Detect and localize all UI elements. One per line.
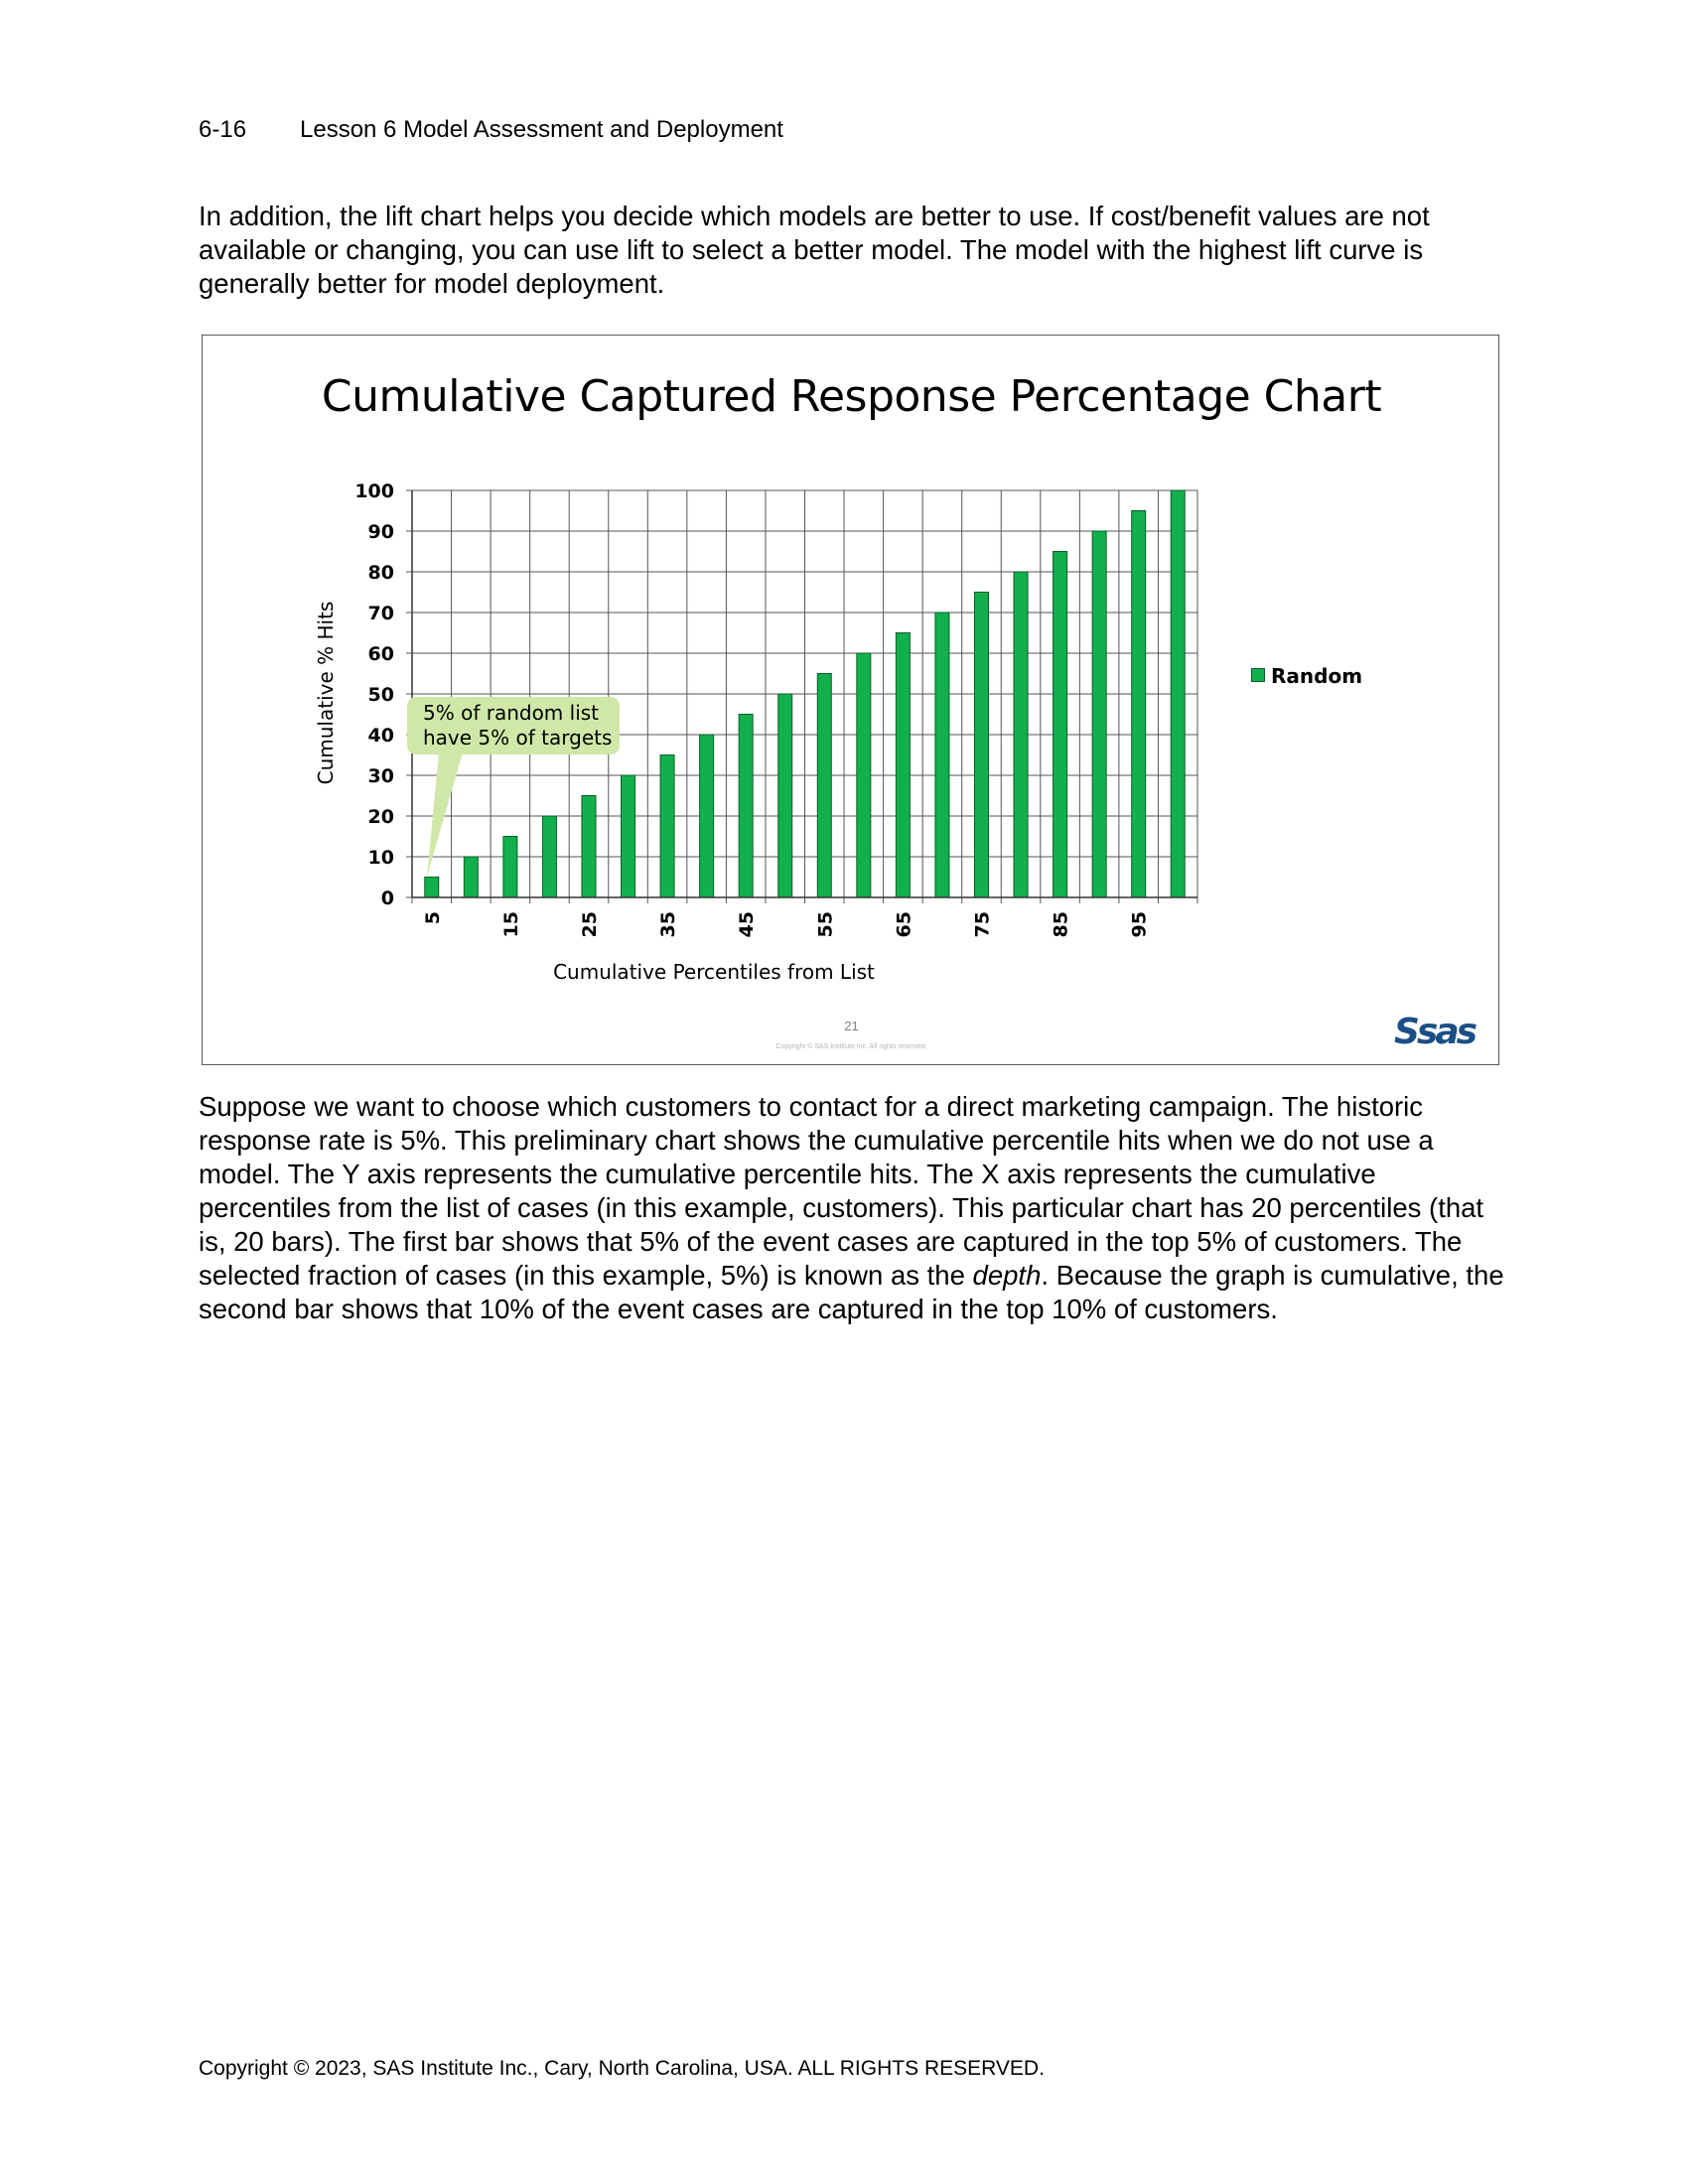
callout-line-1: 5% of random list [423,701,600,725]
y-tick-label: 100 [354,480,394,502]
x-tick-label: 95 [1129,911,1151,937]
page-number: 6-16 [199,116,247,143]
bar [621,774,636,898]
x-tick-label: 75 [971,911,993,937]
bar [934,612,950,898]
bar [738,714,754,898]
chart-axes [411,490,1197,898]
y-tick-label: 40 [368,725,394,747]
bar [659,754,675,898]
explanation-text-2: . Because the graph is cumulative, the s… [199,1260,1504,1324]
x-tick-label: 35 [657,911,679,937]
x-tick-label: 15 [500,911,522,937]
x-axis-label: Cumulative Percentiles from List [553,960,875,984]
y-tick-label: 0 [381,887,394,909]
callout-pointer [427,752,463,877]
y-axis-label: Cumulative % Hits [314,601,338,785]
bar [895,632,911,898]
explanation-paragraph: Suppose we want to choose which customer… [199,1090,1509,1326]
running-header: 6-16 Lesson 6 Model Assessment and Deploy… [199,115,783,145]
y-tick-label: 70 [368,603,394,624]
page-footer: Copyright © 2023, SAS Institute Inc., Ca… [199,2057,1045,2080]
bar [816,673,832,898]
intro-paragraph: In addition, the lift chart helps you de… [199,201,1430,299]
callout-box: 5% of random list have 5% of targets [407,697,620,754]
bar [1053,551,1068,898]
x-tick-label: 85 [1051,911,1072,937]
explanation-text-1: Suppose we want to choose which customer… [199,1091,1484,1291]
x-tick-label: 55 [814,911,836,937]
x-tick-labels: 5 15 25 35 45 55 65 75 85 95 [422,911,1151,937]
slide-figure: Cumulative Captured Response Percentage … [202,335,1499,1065]
bar [699,734,715,898]
x-tick-label: 25 [579,911,601,937]
x-tick-label: 65 [893,911,914,937]
depth-term: depth [972,1260,1042,1291]
slide-copyright: Copyright © SAS Institute Inc. All right… [775,1043,927,1050]
y-tick-labels: 0 10 20 30 40 50 60 70 80 90 100 [354,480,394,909]
bar [424,877,440,898]
bar-chart: 0 10 20 30 40 50 60 70 80 90 100 5 15 25 35 45 55 65 75 85… [354,480,1198,937]
bar [1170,489,1186,898]
y-tick-label: 60 [368,643,394,665]
bar [1091,530,1107,898]
callout-line-2: have 5% of targets [423,726,613,750]
bar-series-random [424,489,1186,898]
bar [856,652,872,898]
chart-title: Cumulative Captured Response Percentage … [321,371,1382,422]
y-tick-label: 20 [368,806,394,828]
bar [973,592,989,898]
sas-logo: Ssas [1394,1012,1477,1052]
y-tick-label: 50 [368,684,394,706]
section-title: Lesson 6 Model Assessment and Deployment [300,116,783,143]
y-tick-label: 30 [368,765,394,787]
legend-swatch [1251,668,1265,682]
y-tick-label: 10 [368,847,394,869]
bar [777,693,793,898]
bar [463,856,479,898]
slide-number: 21 [844,1019,859,1033]
bar [1131,510,1147,898]
legend-label: Random [1271,664,1363,688]
chart-legend: Random [1251,663,1362,689]
bar [541,815,557,898]
y-tick-label: 90 [368,521,394,543]
x-tick-label: 5 [422,911,444,924]
y-tick-label: 80 [368,562,394,584]
x-tick-label: 45 [736,911,758,937]
bar [581,795,597,898]
bar [502,836,518,898]
bar [1013,571,1029,898]
